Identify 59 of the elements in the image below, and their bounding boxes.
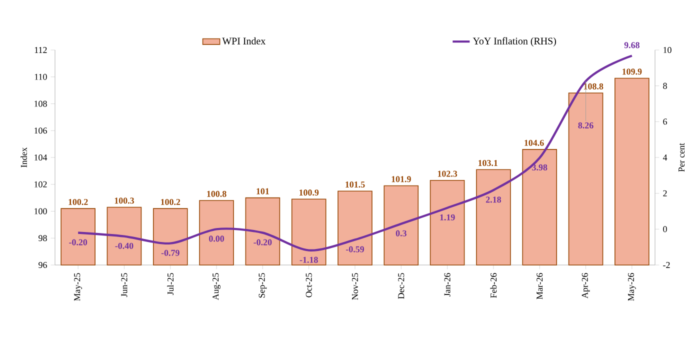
y2-tick-label: -2: [663, 262, 670, 268]
y-tick-label: 100: [34, 208, 47, 214]
data-label: 101: [256, 188, 269, 194]
data-label: 100.2: [68, 198, 88, 206]
legend-label: WPI Index: [222, 37, 266, 44]
y-tick-label: 108: [34, 100, 47, 107]
y-tick-label: 110: [34, 74, 47, 80]
data-label: 3.98: [532, 164, 548, 170]
x-tick-label: Sep-25: [258, 273, 267, 298]
data-label: 2.18: [486, 196, 502, 203]
x-tick-label: Jun-25: [121, 273, 128, 297]
y-tick-label: 104: [34, 154, 48, 161]
x-tick-label: Jan-26: [444, 273, 450, 296]
y2-axis-title: Per cent: [678, 142, 685, 172]
y2-tick-label: 10: [664, 46, 672, 54]
y-tick-label: 96: [38, 262, 47, 268]
data-label: 9.68: [624, 42, 640, 48]
y2-tick-label: 6: [663, 118, 667, 125]
data-label: 100.8: [207, 190, 226, 197]
x-tick-label: Jul-25: [167, 273, 174, 295]
y2-tick-label: 0: [663, 226, 667, 232]
data-label: 101.9: [392, 176, 411, 182]
data-label: -0.20: [69, 239, 88, 246]
data-label: 102.3: [438, 170, 458, 177]
data-label: -0.59: [346, 246, 364, 252]
y2-tick-label: 4: [662, 154, 668, 160]
data-label: 100.9: [299, 190, 319, 196]
data-label: 109.9: [622, 68, 642, 75]
data-label: 101.5: [346, 181, 365, 188]
y-tick-label: 106: [34, 128, 47, 134]
y-tick-label: 98: [38, 235, 47, 242]
data-label: 108.8: [584, 83, 604, 90]
data-label: 1.19: [440, 214, 455, 220]
y2-tick-label: 2: [663, 190, 667, 196]
data-label: -0.40: [115, 242, 134, 249]
x-tick-label: Apr-26: [582, 273, 590, 298]
y2-tick-label: 8: [663, 82, 667, 89]
x-tick-label: Feb-26: [490, 273, 497, 298]
y-axis-title: Index: [20, 147, 27, 168]
data-label: 8.26: [578, 122, 594, 128]
data-label: -1.18: [300, 256, 318, 263]
data-label: 0.3: [396, 230, 406, 236]
x-tick-label: Nov-25: [352, 273, 358, 300]
x-tick-label: Dec-25: [398, 273, 404, 299]
x-tick-label: May-26: [628, 273, 636, 301]
y-tick-label: 112: [34, 47, 47, 53]
x-tick-label: Oct-25: [306, 273, 312, 298]
data-label: -0.20: [254, 239, 272, 246]
x-tick-label: Aug-25: [212, 273, 220, 300]
data-label: 103.1: [478, 160, 498, 166]
data-label: -0.79: [161, 250, 180, 256]
data-label: 104.6: [524, 140, 544, 146]
y-tick-label: 102: [34, 181, 47, 188]
legend-label: YoY Inflation (RHS): [472, 37, 556, 46]
data-label: 100.2: [161, 198, 180, 206]
x-tick-label: May-25: [74, 273, 82, 301]
data-label: 0.00: [209, 236, 224, 242]
data-label: 100.3: [114, 198, 134, 204]
x-tick-label: Mar-26: [536, 273, 543, 300]
